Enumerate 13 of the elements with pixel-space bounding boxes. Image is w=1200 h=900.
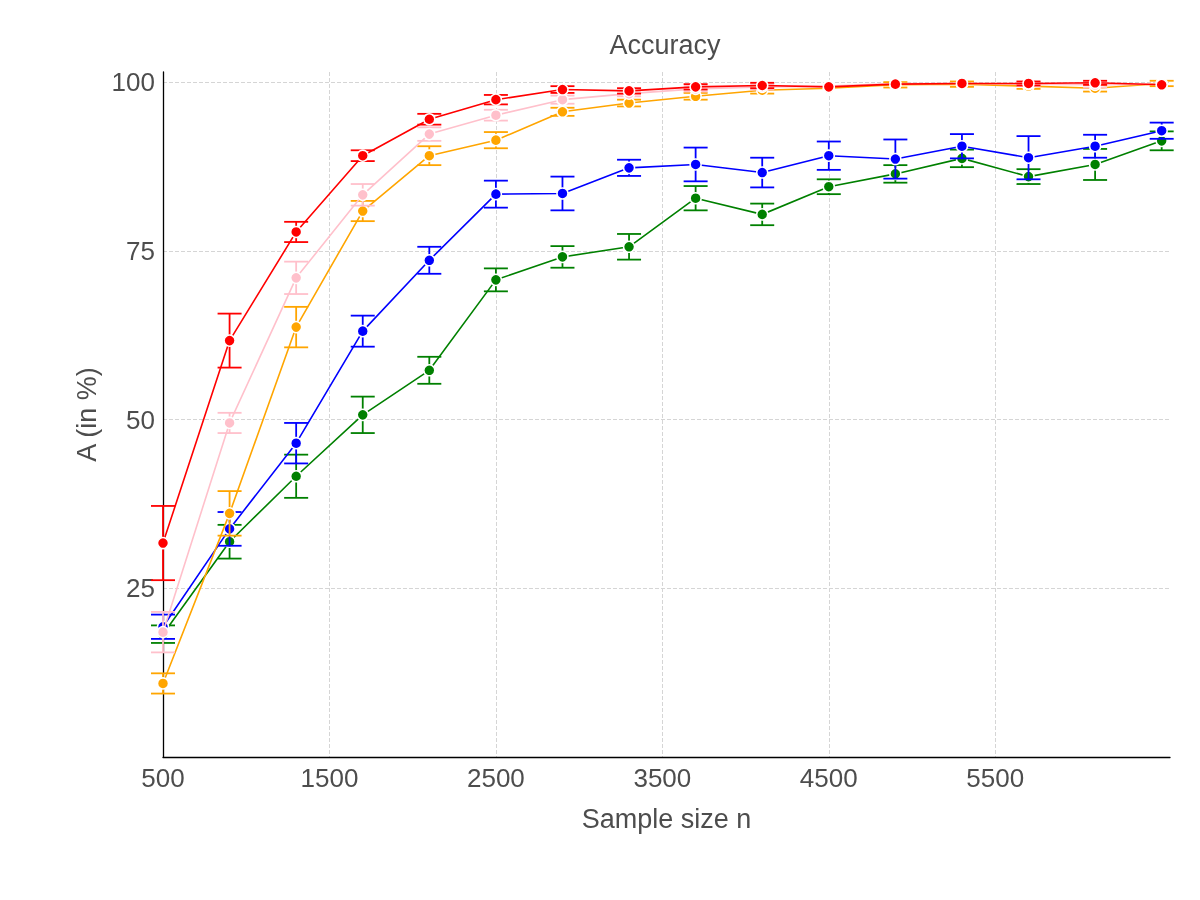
- y-axis-title: A (in %): [72, 367, 103, 462]
- y-tick-label: 75: [126, 235, 155, 266]
- x-axis-title: Sample size n: [581, 803, 752, 834]
- chart-title: Accuracy: [609, 29, 722, 60]
- x-tick-label: 3500: [633, 763, 692, 793]
- y-tick-label: 25: [126, 573, 155, 604]
- y-tick-label: 100: [111, 67, 155, 98]
- x-tick-label: 2500: [466, 763, 525, 793]
- x-tick-label: 4500: [799, 763, 858, 793]
- x-tick-label: 1500: [300, 763, 359, 793]
- y-tick-label: 50: [126, 404, 155, 435]
- x-tick-label: 500: [141, 763, 185, 793]
- x-tick-label: 5500: [966, 763, 1025, 793]
